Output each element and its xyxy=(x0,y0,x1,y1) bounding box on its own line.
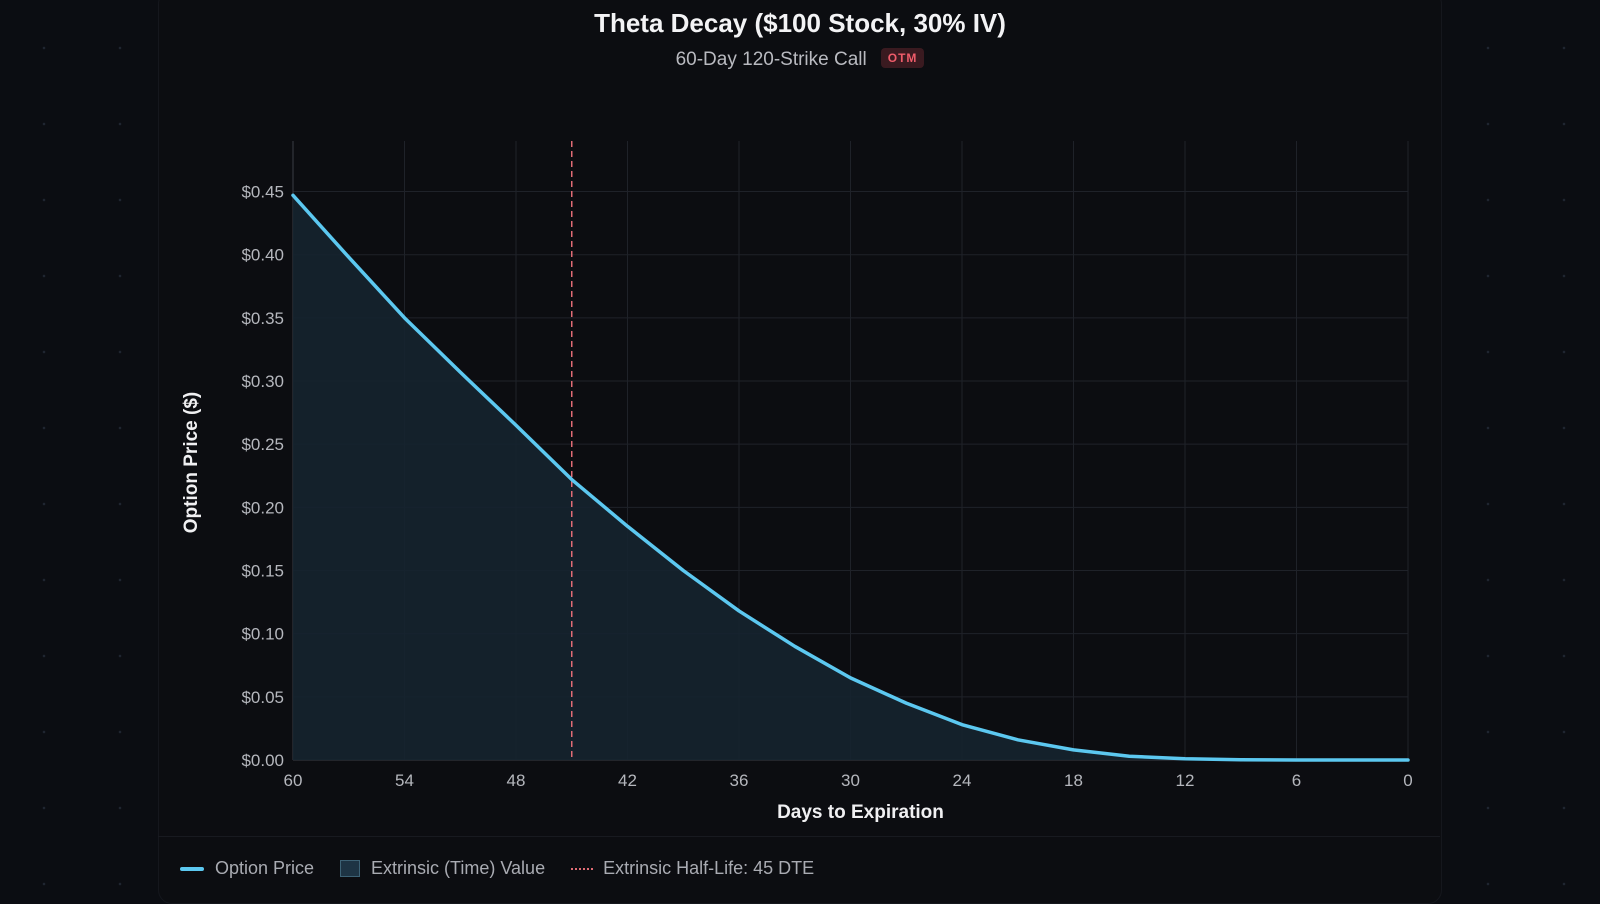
y-tick-label: $0.35 xyxy=(241,309,284,328)
x-tick-label: 36 xyxy=(730,771,749,790)
legend-item-option-price[interactable]: Option Price xyxy=(180,858,314,879)
legend-item-extrinsic-value[interactable]: Extrinsic (Time) Value xyxy=(340,858,545,879)
y-tick-label: $0.10 xyxy=(241,625,284,644)
x-tick-label: 12 xyxy=(1176,771,1195,790)
x-tick-label: 24 xyxy=(953,771,972,790)
y-tick-label: $0.05 xyxy=(241,688,284,707)
dashed-line-swatch-icon xyxy=(571,868,593,870)
legend-item-half-life[interactable]: Extrinsic Half-Life: 45 DTE xyxy=(571,858,814,879)
y-axis-label: Option Price ($) xyxy=(181,392,202,533)
legend-label: Extrinsic (Time) Value xyxy=(371,858,545,879)
y-tick-label: $0.30 xyxy=(241,372,284,391)
x-tick-label: 18 xyxy=(1064,771,1083,790)
legend-label: Option Price xyxy=(215,858,314,879)
x-tick-label: 0 xyxy=(1403,771,1412,790)
x-tick-label: 54 xyxy=(395,771,414,790)
x-axis-label: Days to Expiration xyxy=(777,802,944,823)
y-tick-label: $0.45 xyxy=(241,183,284,202)
x-tick-label: 6 xyxy=(1292,771,1301,790)
line-swatch-icon xyxy=(180,867,204,871)
legend-label: Extrinsic Half-Life: 45 DTE xyxy=(603,858,814,879)
x-tick-label: 48 xyxy=(507,771,526,790)
y-tick-label: $0.15 xyxy=(241,562,284,581)
x-tick-label: 30 xyxy=(841,771,860,790)
y-tick-label: $0.20 xyxy=(241,498,284,517)
x-tick-label: 60 xyxy=(284,771,303,790)
x-tick-label: 42 xyxy=(618,771,637,790)
legend-divider xyxy=(158,836,1440,837)
y-tick-label: $0.40 xyxy=(241,246,284,265)
y-tick-label: $0.25 xyxy=(241,435,284,454)
y-tick-label: $0.00 xyxy=(241,751,284,770)
legend: Option Price Extrinsic (Time) Value Extr… xyxy=(180,858,840,879)
area-swatch-icon xyxy=(340,860,360,877)
